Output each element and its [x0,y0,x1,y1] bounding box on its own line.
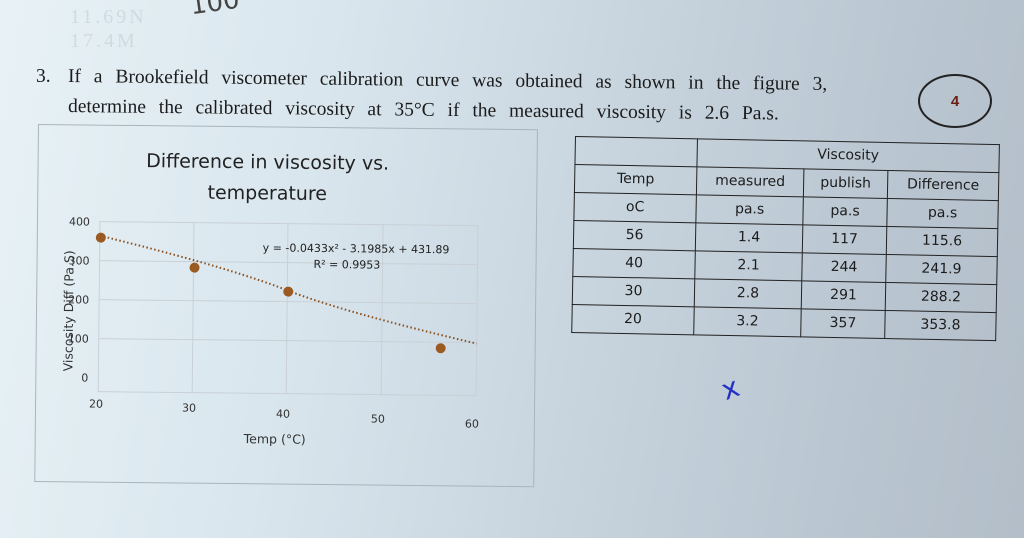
table-cell: 3.2 [693,306,802,337]
table-cell: 353.8 [884,310,997,341]
table-cell: 56 [573,220,696,251]
x-tick: 20 [89,398,103,411]
scatter-chart: Difference in viscosity vs. temperature … [34,124,538,488]
table-header-cell: Difference [887,170,999,201]
table-header-empty [574,136,698,167]
table-unit-cell: pa.s [802,196,888,227]
x-tick: 60 [465,417,479,430]
gridlines [97,221,479,397]
table-header-cell: measured [696,166,804,197]
table-cell: 1.4 [695,222,803,253]
x-axis-ticks: 20 30 40 50 60 [89,398,479,431]
x-tick: 40 [276,408,290,421]
table-cell: 2.1 [694,250,803,281]
r-squared-label: R² = 0.9953 [313,258,380,272]
table-cell: 30 [572,276,695,307]
table-cell: 20 [571,304,695,335]
y-tick: 100 [68,332,89,345]
table-unit-cell: pa.s [886,198,999,229]
y-tick: 300 [69,254,90,267]
table-header-cell: publish [803,168,888,199]
table-cell: 357 [800,308,886,339]
data-point [189,262,200,273]
table-unit-cell: pa.s [695,194,804,225]
x-tick: 30 [182,402,196,415]
bleed-through-text: 17.4M [70,30,138,52]
chart-plot-area: 400 300 200 100 0 20 30 40 50 60 Temp (°… [60,215,479,447]
marks-value: 4 [950,92,960,110]
y-axis-ticks: 400 300 200 100 0 [68,215,90,384]
table-cell: 291 [801,280,886,311]
question-text-line2: determine the calibrated viscosity at 35… [67,96,779,125]
y-tick: 200 [68,293,89,306]
table-cell: 288.2 [885,282,997,313]
y-axis-title: Viscosity Diff (Pa.S) [60,250,76,371]
table-cell: 244 [801,252,887,283]
table-cell: 117 [802,224,887,255]
handwritten-note: 100 [188,0,242,22]
table-unit-cell: oC [573,192,697,223]
x-tick: 50 [371,413,385,426]
data-points [95,232,446,354]
y-tick: 0 [81,371,88,384]
bleed-through-text: 11.69N [70,6,147,28]
table-header-cell: Temp [574,164,697,195]
table-cell: 115.6 [886,226,998,257]
data-point [283,286,294,297]
trendline-equation: y = -0.0433x² - 3.1985x + 431.89 [263,241,450,256]
y-tick: 400 [69,215,90,228]
viscosity-table: Viscosity Temp measured publish Differen… [571,136,1000,341]
table-cell: 2.8 [694,278,802,309]
marks-badge: 4 [918,74,992,128]
data-point [95,232,106,243]
handwritten-x-mark: x [716,370,744,407]
question-number: 3. [36,66,51,87]
x-axis-title: Temp (°C) [243,431,306,447]
table-cell: 241.9 [885,254,998,285]
data-point [435,343,446,354]
table-cell: 40 [572,248,696,279]
